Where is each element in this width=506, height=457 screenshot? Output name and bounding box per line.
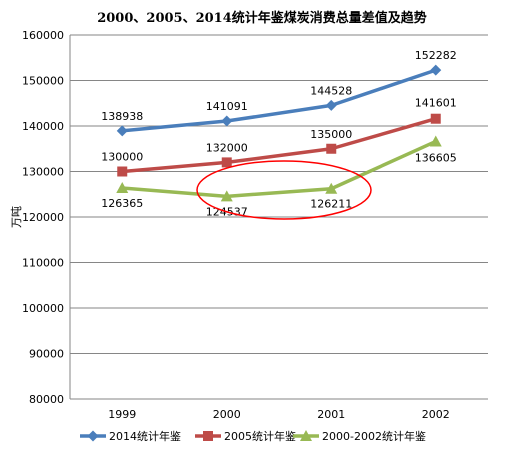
y-tick-label: 140000 [22, 120, 64, 133]
data-point [325, 182, 338, 194]
data-point [116, 125, 128, 137]
series-line [120, 116, 438, 174]
data-label: 141091 [206, 100, 248, 113]
data-point [221, 115, 233, 127]
y-tick-label: 80000 [29, 393, 64, 406]
series-line [120, 139, 438, 199]
x-tick-label: 2000 [213, 408, 241, 421]
data-point [300, 430, 312, 441]
y-tick-label: 150000 [22, 75, 64, 88]
legend-item-2: 2005统计年鉴 [195, 429, 296, 443]
series-1 [116, 64, 442, 137]
x-tick-label: 2001 [317, 408, 345, 421]
y-tick-label: 130000 [22, 166, 64, 179]
data-label: 130000 [101, 151, 143, 164]
data-point [116, 182, 129, 194]
data-point [117, 166, 128, 177]
y-tick-label: 100000 [22, 302, 64, 315]
y-axis-label: 万吨 [10, 206, 23, 228]
data-label: 135000 [310, 128, 352, 141]
data-point [325, 99, 337, 111]
data-point [430, 113, 441, 124]
y-tick-label: 120000 [22, 211, 64, 224]
legend-label: 2005统计年鉴 [224, 429, 296, 443]
y-tick-label: 160000 [22, 29, 64, 42]
data-label: 138938 [101, 110, 143, 123]
series-3 [116, 135, 442, 202]
annotation-ellipse [196, 160, 372, 220]
y-tick-label: 110000 [22, 257, 64, 270]
data-point [87, 430, 99, 442]
data-point [429, 135, 442, 147]
series-line [120, 68, 438, 133]
legend-item-1: 2014统计年鉴 [80, 429, 181, 443]
data-label: 141601 [415, 97, 457, 110]
data-label: 136605 [415, 151, 457, 164]
y-tick-label: 90000 [29, 348, 64, 361]
x-tick-label: 1999 [108, 408, 136, 421]
data-point [326, 143, 337, 154]
x-tick-label: 2002 [422, 408, 450, 421]
data-point [221, 157, 232, 168]
data-label: 126211 [310, 198, 352, 211]
data-label: 144528 [310, 84, 352, 97]
data-label: 126365 [101, 197, 143, 210]
legend-label: 2000-2002统计年鉴 [322, 429, 426, 443]
data-label: 132000 [206, 141, 248, 154]
chart-title: 2000、2005、2014统计年鉴煤炭消费总量差值及趋势 [97, 10, 427, 26]
data-label: 152282 [415, 49, 457, 62]
data-point [430, 64, 442, 76]
legend-item-3: 2000-2002统计年鉴 [293, 429, 426, 443]
data-point [203, 431, 213, 441]
data-point [220, 190, 233, 202]
legend-label: 2014统计年鉴 [109, 429, 181, 443]
series-2 [117, 113, 441, 177]
